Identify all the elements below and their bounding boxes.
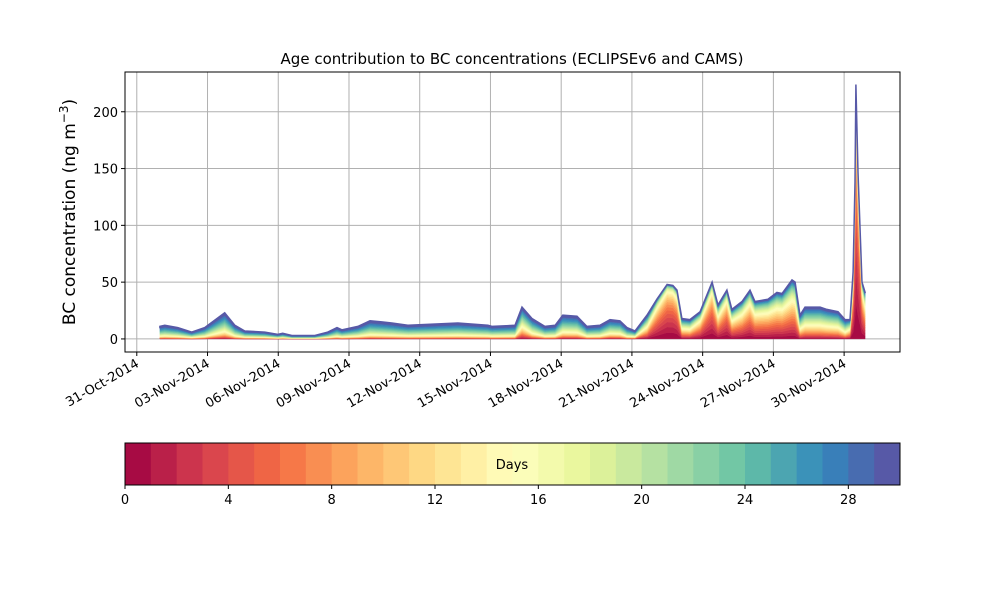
- colorbar-segment-6: [280, 443, 307, 485]
- colorbar-segment-25: [770, 443, 798, 485]
- colorbar-segment-3: [202, 443, 229, 485]
- colorbar-segment-12: [435, 443, 462, 485]
- age-band-day-27: [159, 85, 866, 337]
- y-tick-label: 0: [110, 333, 118, 348]
- y-tick-label: 150: [93, 163, 118, 178]
- age-band-day-26: [159, 86, 866, 337]
- colorbar-tick-label: 4: [224, 493, 232, 508]
- x-tick-label: 09-Nov-2014: [274, 356, 354, 411]
- x-tick-label: 03-Nov-2014: [132, 356, 212, 411]
- colorbar-segment-19: [615, 443, 643, 485]
- x-tick-label: 12-Nov-2014: [344, 356, 424, 411]
- age-band-day-25: [159, 86, 866, 337]
- colorbar-segment-20: [641, 443, 668, 485]
- colorbar-segment-16: [538, 443, 565, 485]
- colorbar-segment-26: [796, 443, 823, 485]
- colorbar-segment-13: [460, 443, 488, 485]
- y-tick-label: 100: [93, 219, 118, 234]
- x-tick-label: 15-Nov-2014: [415, 356, 495, 411]
- y-axis: 0 50 100 150 200: [93, 106, 125, 348]
- chart-title: Age contribution to BC concentrations (E…: [281, 50, 744, 68]
- age-band-day-24: [159, 87, 866, 338]
- x-tick-label: 31-Oct-2014: [63, 356, 141, 410]
- age-band-day-28: [159, 84, 866, 337]
- colorbar-tick-label: 12: [427, 493, 444, 508]
- plot-frame: [124, 71, 901, 353]
- colorbar-tick-label: 0: [121, 493, 129, 508]
- colorbar-segment-24: [745, 443, 772, 485]
- colorbar-segment-27: [822, 443, 849, 485]
- colorbar-segment-2: [176, 443, 203, 485]
- colorbar-frame: [124, 442, 901, 486]
- colorbar-ticks: 0 4 8 12 16 20 24 28: [121, 485, 857, 508]
- colorbar-segment-14: [486, 443, 513, 485]
- age-band-day-23: [159, 88, 866, 338]
- colorbar-segment-8: [331, 443, 358, 485]
- colorbar: [125, 443, 901, 485]
- colorbar-segment-21: [667, 443, 694, 485]
- colorbar-segment-0: [125, 443, 152, 485]
- colorbar-segment-28: [848, 443, 875, 485]
- colorbar-segment-5: [254, 443, 281, 485]
- x-tick-label: 18-Nov-2014: [486, 356, 566, 411]
- colorbar-tick-label: 16: [530, 493, 547, 508]
- colorbar-tick-label: 8: [328, 493, 336, 508]
- colorbar-tick-label: 20: [633, 493, 650, 508]
- x-tick-label: 30-Nov-2014: [769, 356, 849, 411]
- colorbar-segment-23: [719, 443, 746, 485]
- age-band-day-29: [159, 84, 866, 337]
- stacked-areas: [159, 84, 866, 340]
- colorbar-segment-7: [305, 443, 333, 485]
- colorbar-segment-29: [874, 443, 901, 485]
- colorbar-segment-17: [564, 443, 591, 485]
- colorbar-segment-10: [383, 443, 410, 485]
- y-tick-label: 200: [93, 106, 118, 121]
- colorbar-tick-label: 24: [737, 493, 754, 508]
- colorbar-segment-1: [150, 443, 178, 485]
- colorbar-tick-label: 28: [840, 493, 857, 508]
- x-tick-label: 21-Nov-2014: [557, 356, 637, 411]
- x-tick-label: 27-Nov-2014: [698, 356, 778, 411]
- colorbar-segment-18: [590, 443, 617, 485]
- colorbar-segment-11: [409, 443, 436, 485]
- y-axis-label: BC concentration (ng m−3): [57, 99, 80, 325]
- y-tick-label: 50: [101, 276, 118, 291]
- x-tick-label: 24-Nov-2014: [627, 356, 707, 411]
- colorbar-segment-9: [357, 443, 384, 485]
- x-tick-label: 06-Nov-2014: [203, 356, 283, 411]
- x-axis: 31-Oct-201403-Nov-201406-Nov-201409-Nov-…: [63, 352, 849, 411]
- colorbar-segment-15: [512, 443, 539, 485]
- colorbar-label: Days: [496, 458, 529, 473]
- colorbar-segment-4: [228, 443, 255, 485]
- colorbar-segment-22: [693, 443, 720, 485]
